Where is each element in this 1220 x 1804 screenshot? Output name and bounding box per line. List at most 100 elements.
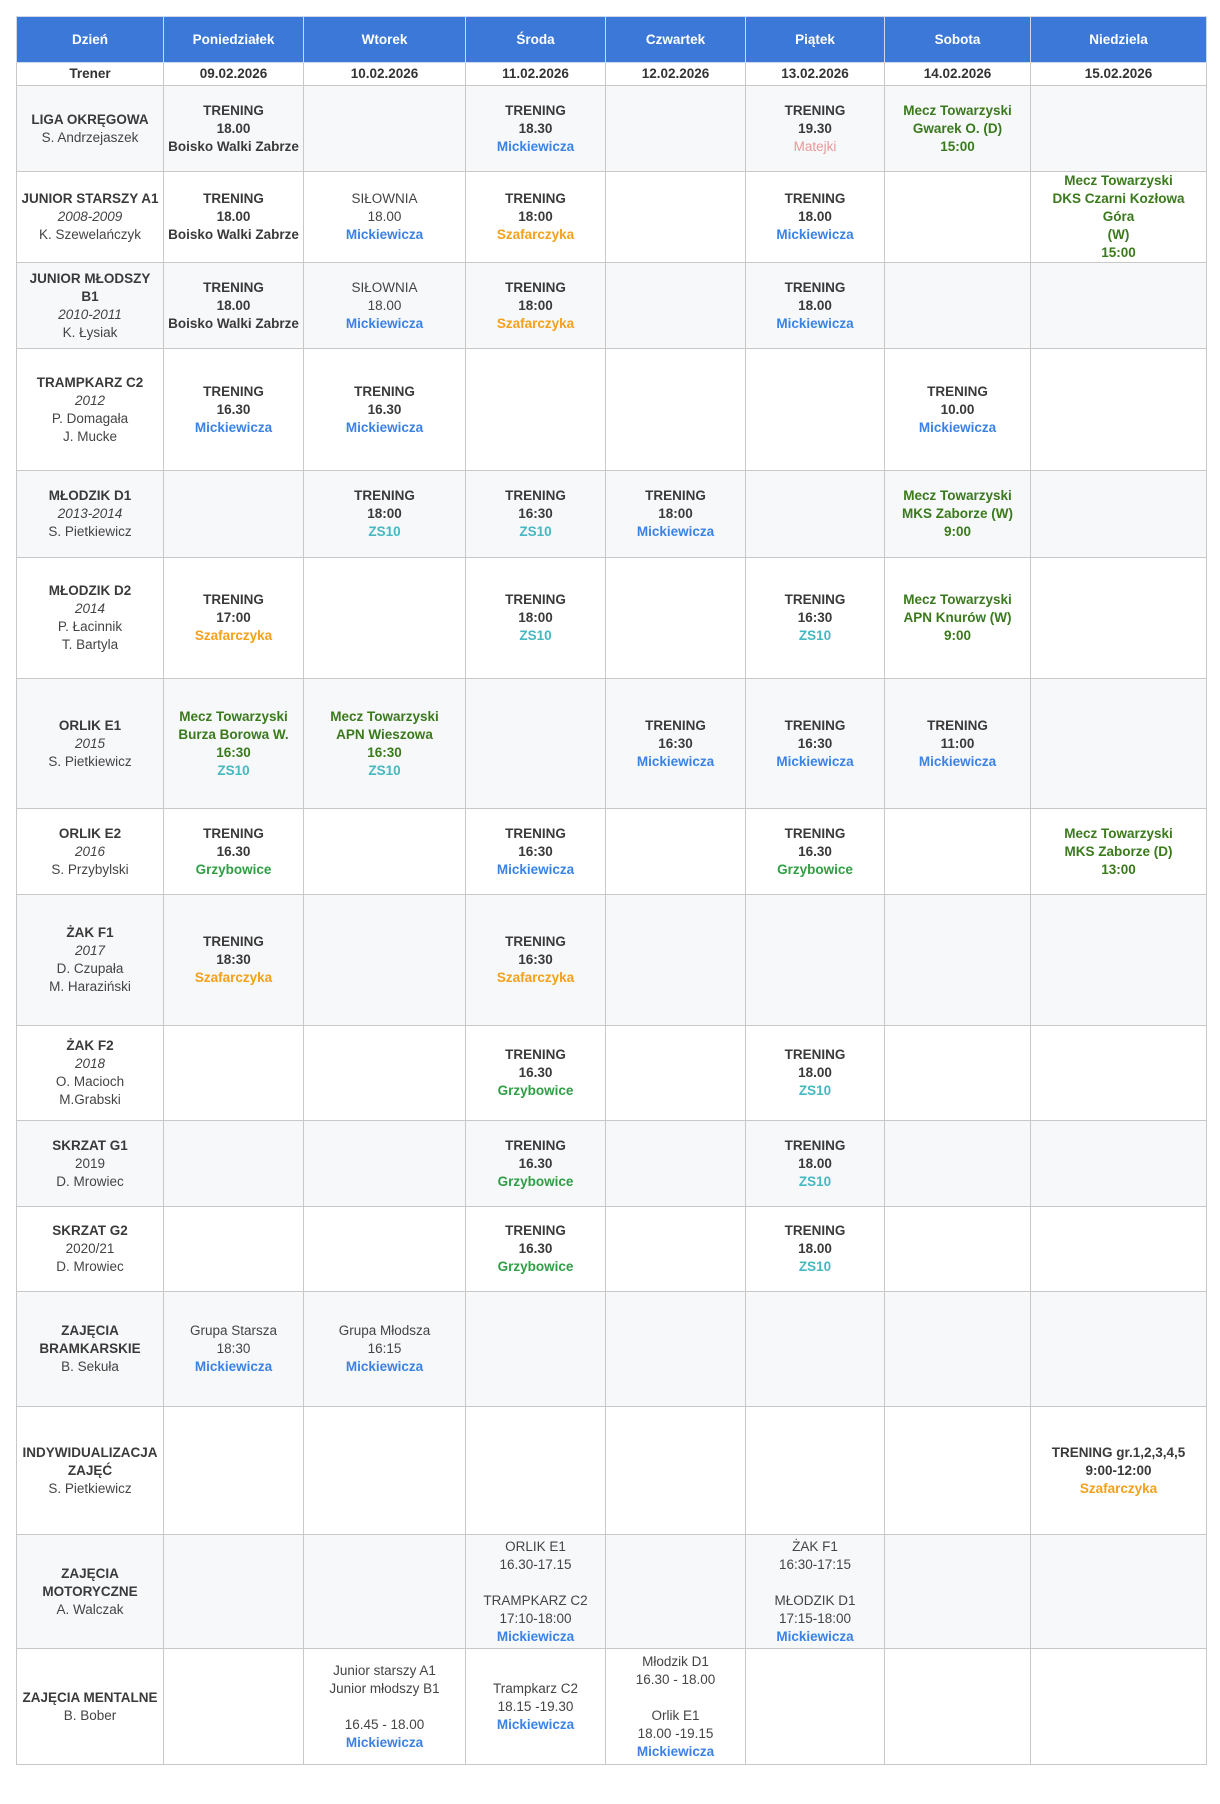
cell-text: 16.30 xyxy=(798,843,832,859)
cell-text: 16.30 xyxy=(367,401,402,417)
cell-text: 17:00 xyxy=(216,610,251,625)
cell-text: Mecz Towarzyski xyxy=(179,708,288,724)
date-cell: 13.02.2026 xyxy=(745,62,885,86)
schedule-cell: TRENING 18.30 Mickiewicza xyxy=(465,85,606,172)
cell-text: TRENING xyxy=(505,825,566,841)
cell-text: 18.00 xyxy=(367,209,402,224)
location-label: Mickiewicza xyxy=(345,227,424,242)
location-label: Szafarczyka xyxy=(194,970,273,985)
cell-text: Mecz Towarzyski xyxy=(903,592,1012,607)
location-label: Grzybowice xyxy=(497,1259,574,1274)
header-day: Niedziela xyxy=(1030,16,1207,63)
cell-text: TRENING xyxy=(505,488,566,503)
header-day-label: Dzień xyxy=(16,16,164,63)
date-cell: 11.02.2026 xyxy=(465,62,606,86)
schedule-cell xyxy=(303,557,466,679)
cell-text: 10.00 xyxy=(940,401,975,417)
schedule-cell xyxy=(303,85,466,172)
schedule-cell: TRENING 16:30 Mickiewicza xyxy=(465,808,606,895)
group-cell: ORLIK E2 2016 S. Przybylski xyxy=(16,808,164,895)
schedule-cell: TRENING 18:00 Szafarczyka xyxy=(465,262,606,349)
schedule-cell xyxy=(605,1025,746,1121)
schedule-cell xyxy=(163,1406,304,1535)
cell-text: 16:30 xyxy=(797,735,833,751)
group-cell: JUNIOR STARSZY A1 2008-2009 K. Szewelańczy… xyxy=(16,171,164,263)
cell-text: TRENING xyxy=(203,102,264,118)
cell-text: Orlik E1 xyxy=(651,1707,700,1723)
cell-text: Młodzik D1 xyxy=(642,1653,709,1669)
cell-text: TRENING xyxy=(784,592,846,607)
cell-text: TRENING xyxy=(505,191,566,206)
cell-text: (W) xyxy=(1107,227,1130,242)
schedule-cell xyxy=(465,1291,606,1407)
schedule-cell xyxy=(303,808,466,895)
schedule-cell xyxy=(745,894,885,1026)
schedule-cell xyxy=(1030,557,1207,679)
location-label: Mickiewicza xyxy=(636,1743,715,1759)
date-cell: 15.02.2026 xyxy=(1030,62,1207,86)
schedule-cell xyxy=(605,1206,746,1292)
location-label: Mickiewicza xyxy=(776,753,854,769)
location-label: Mickiewicza xyxy=(345,1734,424,1750)
schedule-cell: ORLIK E1 16.30-17.15 TRAMPKARZ C2 17:10-18:… xyxy=(465,1534,606,1649)
schedule-cell xyxy=(1030,1648,1207,1765)
cell-text: 18.00 xyxy=(216,209,251,224)
schedule-cell: Mecz Towarzyski APN Knurów (W) 9:00 xyxy=(884,557,1031,679)
cell-text: TRENING xyxy=(505,934,566,949)
cell-text: 18.00 xyxy=(798,1155,832,1171)
schedule-cell: TRENING 19.30 Matejki xyxy=(745,85,885,172)
schedule-cell xyxy=(745,470,885,558)
cell-text: S. Andrzejaszek xyxy=(41,129,139,145)
dates-row: Trener 09.02.2026 10.02.2026 11.02.2026 12.0… xyxy=(16,62,1207,86)
schedule-cell: TRENING 16:30 ZS10 xyxy=(465,470,606,558)
cell-text: ORLIK E1 xyxy=(58,717,122,733)
header-day: Poniedziałek xyxy=(163,16,304,63)
schedule-cell: TRENING 16.30 Grzybowice xyxy=(465,1120,606,1207)
cell-text: 18.00 xyxy=(798,1065,832,1080)
cell-text: Junior starszy A1 xyxy=(333,1662,436,1678)
cell-text: T. Bartyla xyxy=(61,637,119,652)
cell-text: MKS Zaborze (W) xyxy=(902,506,1013,521)
cell-text xyxy=(750,1574,880,1592)
schedule-cell xyxy=(1030,262,1207,349)
cell-text: TRENING xyxy=(784,717,846,733)
schedule-cell xyxy=(163,1025,304,1121)
schedule-cell: TRENING 10.00 Mickiewicza xyxy=(884,348,1031,471)
cell-text: K. Łysiak xyxy=(62,324,118,340)
cell-text: MŁODZIK D1 xyxy=(774,1592,856,1608)
cell-text: SKRZAT G2 xyxy=(52,1223,128,1238)
location-label: ZS10 xyxy=(798,1083,832,1098)
cell-text: 16:30-17:15 xyxy=(778,1556,852,1572)
location-label: Mickiewicza xyxy=(496,138,575,154)
cell-text: 9:00 xyxy=(943,628,972,643)
cell-text: APN Knurów (W) xyxy=(903,610,1012,625)
cell-text: TRENING xyxy=(203,383,264,399)
cell-text: 18:00 xyxy=(367,506,402,521)
cell-text: S. Pietkiewicz xyxy=(48,753,132,769)
header-row: Dzień Poniedziałek Wtorek Środa Czwartek Piąt… xyxy=(16,16,1207,63)
schedule-cell xyxy=(884,1406,1031,1535)
schedule-cell xyxy=(884,1534,1031,1649)
cell-text: 2008-2009 xyxy=(57,209,123,224)
schedule-cell xyxy=(884,1206,1031,1292)
schedule-cell xyxy=(745,1648,885,1765)
table-row: SKRZAT G1 2019 D. Mrowiec TRENING 16.30 Grzyb… xyxy=(16,1120,1207,1207)
cell-text: 18.00 -19.15 xyxy=(637,1725,714,1741)
schedule-cell xyxy=(1030,85,1207,172)
schedule-cell: TRENING 18.00 Mickiewicza xyxy=(745,171,885,263)
cell-text xyxy=(308,1698,461,1716)
cell-text xyxy=(470,1574,601,1592)
cell-text: 17:15-18:00 xyxy=(778,1610,852,1626)
location-label: Mickiewicza xyxy=(918,753,997,769)
cell-text: 15:00 xyxy=(940,138,975,154)
schedule-cell: TRENING 11:00 Mickiewicza xyxy=(884,678,1031,809)
cell-text: 2010-2011 xyxy=(58,306,122,322)
location-label: Mickiewicza xyxy=(194,1359,273,1374)
cell-text: SIŁOWNIA xyxy=(351,191,418,206)
cell-text: 18:30 xyxy=(216,1341,251,1356)
cell-text: TRENING xyxy=(505,1047,566,1062)
location-label: Mickiewicza xyxy=(776,227,854,242)
table-row: INDYWIDUALIZACJA ZAJĘĆ S. Pietkiewicz TRENI… xyxy=(16,1406,1207,1535)
date-cell: 14.02.2026 xyxy=(884,62,1031,86)
cell-text: TRENING xyxy=(784,1047,846,1062)
